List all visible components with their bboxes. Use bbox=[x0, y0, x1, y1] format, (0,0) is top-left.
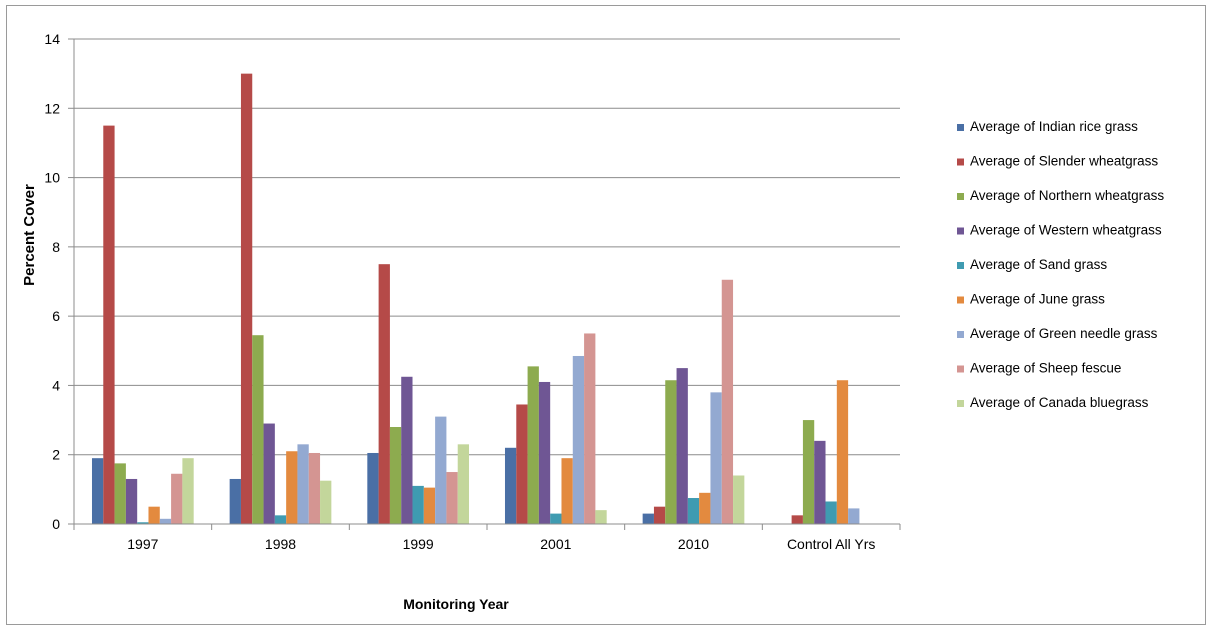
bar bbox=[791, 515, 803, 524]
bar bbox=[561, 458, 573, 524]
legend-label: Average of Sheep fescue bbox=[970, 361, 1121, 376]
legend-label: Average of Indian rice grass bbox=[970, 119, 1138, 134]
bar bbox=[91, 458, 104, 524]
bar bbox=[274, 515, 287, 524]
bar bbox=[595, 510, 607, 524]
x-tick-label: 2010 bbox=[678, 536, 709, 552]
legend-swatch bbox=[957, 262, 964, 269]
bar bbox=[229, 478, 241, 524]
bar bbox=[516, 404, 528, 524]
x-axis-label: Monitoring Year bbox=[403, 596, 509, 612]
bar bbox=[148, 506, 160, 524]
bar-chart: 0 2 4 6 8 10 12 14 1997 1998 1999 2001 2010 Control … bbox=[21, 31, 1164, 612]
legend-label: Average of Slender wheatgrass bbox=[970, 154, 1158, 169]
bar bbox=[389, 427, 402, 524]
legend: Average of Indian rice grass Average of S… bbox=[957, 119, 1164, 410]
bar bbox=[378, 264, 390, 524]
y-tick-label: 12 bbox=[44, 100, 60, 116]
bar bbox=[825, 501, 837, 524]
bar bbox=[687, 498, 700, 524]
legend-swatch bbox=[957, 158, 964, 166]
legend-swatch bbox=[957, 124, 964, 131]
y-tick-label: 8 bbox=[52, 239, 60, 255]
bar bbox=[263, 423, 275, 524]
bar bbox=[240, 73, 253, 525]
bar bbox=[527, 366, 539, 524]
bar bbox=[367, 452, 379, 524]
bar bbox=[802, 420, 815, 524]
x-tick-label: 1997 bbox=[127, 536, 158, 552]
legend-swatch bbox=[957, 365, 964, 373]
bar bbox=[814, 440, 826, 524]
y-axis-label: Percent Cover bbox=[21, 184, 38, 286]
legend-label: Average of Sand grass bbox=[970, 257, 1107, 272]
y-tick-labels: 0 2 4 6 8 10 12 14 bbox=[44, 31, 60, 532]
bar bbox=[320, 480, 332, 524]
bar bbox=[286, 451, 298, 524]
legend-swatch bbox=[957, 193, 964, 200]
x-tick-labels: 1997 1998 1999 2001 2010 Control All Yrs bbox=[127, 536, 875, 552]
y-tick-label: 14 bbox=[44, 31, 60, 47]
bar bbox=[308, 452, 321, 524]
bar bbox=[412, 485, 424, 524]
bar bbox=[103, 125, 115, 524]
axes bbox=[68, 38, 901, 530]
bar bbox=[423, 487, 436, 524]
bar bbox=[653, 506, 666, 524]
x-tick-label: 2001 bbox=[540, 536, 571, 552]
bar bbox=[504, 447, 517, 524]
bar bbox=[137, 522, 149, 524]
gridlines bbox=[74, 38, 900, 456]
bar bbox=[710, 392, 722, 524]
y-tick-label: 0 bbox=[52, 516, 60, 532]
bar bbox=[182, 458, 194, 524]
bar bbox=[435, 416, 447, 524]
bar bbox=[457, 444, 470, 524]
legend-swatch bbox=[957, 400, 964, 407]
bar bbox=[676, 368, 688, 524]
bars bbox=[91, 73, 860, 525]
bar bbox=[733, 475, 745, 524]
bar bbox=[252, 335, 264, 524]
legend-label: Average of June grass bbox=[970, 292, 1105, 307]
legend-label: Average of Western wheatgrass bbox=[970, 223, 1162, 238]
bar bbox=[446, 472, 458, 524]
y-tick-label: 2 bbox=[52, 447, 60, 463]
y-tick-label: 6 bbox=[52, 308, 60, 324]
x-tick-label: 1999 bbox=[403, 536, 434, 552]
legend-swatch bbox=[957, 331, 964, 338]
bar bbox=[401, 376, 413, 524]
legend-label: Average of Green needle grass bbox=[970, 326, 1158, 341]
legend-swatch bbox=[957, 296, 964, 304]
bar bbox=[297, 444, 309, 524]
bar bbox=[538, 381, 551, 524]
bar bbox=[550, 513, 562, 524]
bar bbox=[721, 279, 734, 524]
chart-frame: 0 2 4 6 8 10 12 14 1997 1998 1999 2001 2010 Control … bbox=[6, 5, 1206, 625]
y-tick-label: 10 bbox=[44, 170, 60, 186]
bar bbox=[848, 508, 860, 524]
legend-label: Average of Northern wheatgrass bbox=[970, 188, 1164, 203]
bar bbox=[665, 380, 677, 524]
bar bbox=[114, 463, 126, 524]
legend-label: Average of Canada bluegrass bbox=[970, 395, 1149, 410]
y-tick-label: 4 bbox=[52, 377, 60, 393]
bar bbox=[836, 380, 849, 524]
bar bbox=[642, 513, 654, 524]
bar bbox=[159, 518, 172, 524]
legend-swatch bbox=[957, 227, 964, 235]
bar bbox=[584, 333, 596, 524]
bar bbox=[171, 473, 183, 524]
x-tick-label: 1998 bbox=[265, 536, 296, 552]
bar bbox=[572, 355, 585, 524]
x-tick-label: Control All Yrs bbox=[787, 536, 875, 552]
bar bbox=[125, 478, 138, 524]
bar bbox=[699, 492, 711, 524]
